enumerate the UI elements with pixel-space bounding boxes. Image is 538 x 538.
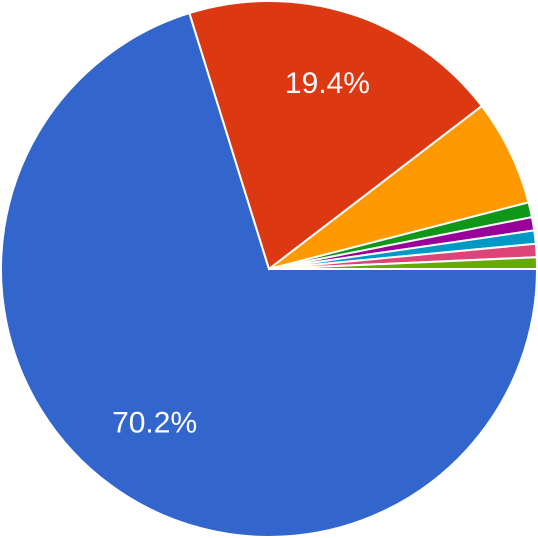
pie-slice bbox=[268, 256, 538, 270]
data-label: 70.2% bbox=[112, 406, 197, 439]
pie-slice bbox=[0, 11, 538, 538]
data-label: 19.4% bbox=[285, 67, 370, 100]
pie-slice bbox=[188, 0, 484, 271]
